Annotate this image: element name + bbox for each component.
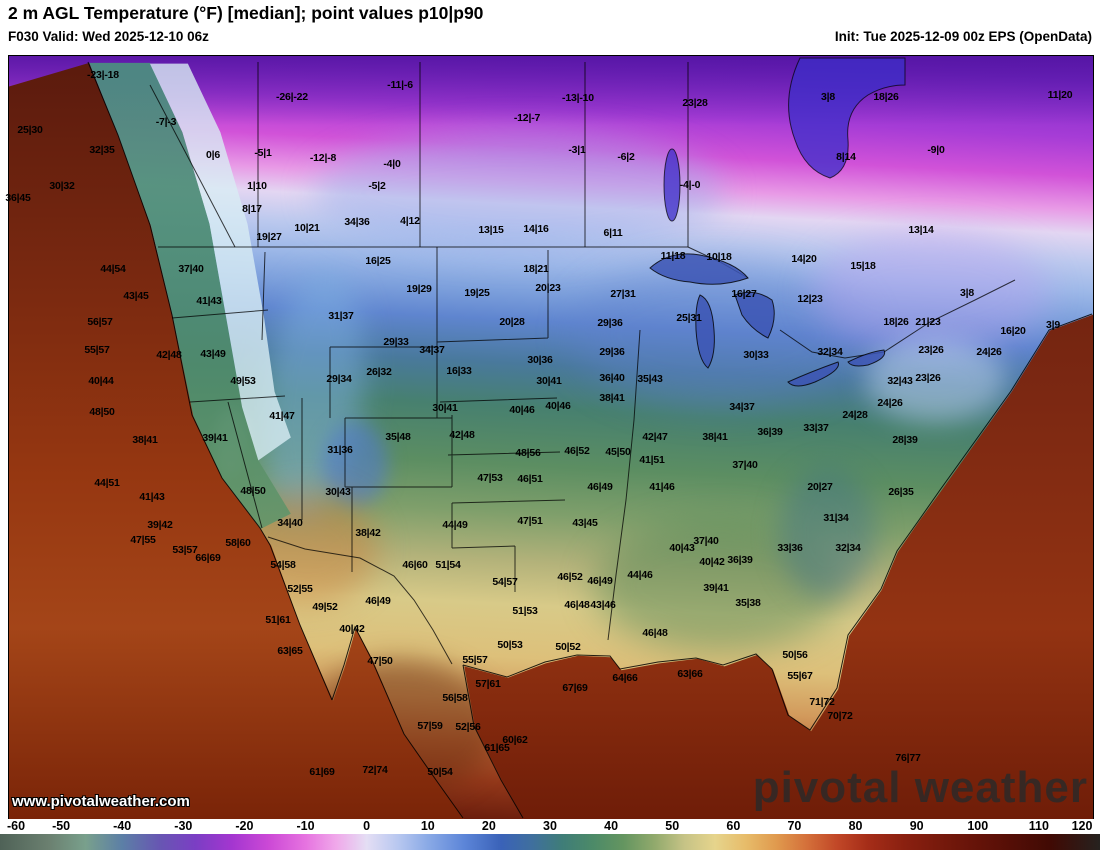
colorbar-tick: -10 bbox=[296, 819, 315, 833]
colorbar-tick: -40 bbox=[113, 819, 132, 833]
colorbar-tick: -50 bbox=[52, 819, 71, 833]
prairie-cold-region bbox=[312, 132, 725, 255]
colorbar-tick: 70 bbox=[787, 819, 802, 833]
watermark-url: www.pivotalweather.com bbox=[12, 793, 190, 810]
colorbar-tick: -20 bbox=[235, 819, 254, 833]
new-england-cool-region bbox=[865, 338, 1007, 423]
colorbar-tick: 120 bbox=[1071, 819, 1093, 833]
appalachians-cool-region bbox=[778, 468, 877, 598]
northeast-cold-region bbox=[811, 231, 1050, 354]
colorbar-tick: 20 bbox=[481, 819, 496, 833]
colorbar-tick: 50 bbox=[665, 819, 680, 833]
temperature-map bbox=[8, 55, 1094, 820]
colorbar-tick: 110 bbox=[1028, 819, 1049, 833]
valid-time-label: F030 Valid: Wed 2025-12-10 06z bbox=[8, 29, 209, 44]
page-title: 2 m AGL Temperature (°F) [median]; point… bbox=[8, 3, 484, 23]
init-time-label: Init: Tue 2025-12-09 00z EPS (OpenData) bbox=[834, 29, 1092, 44]
colorbar-ticks: -60 -50 -40 -30 -20 -10 0 10 20 30 40 50 60 70 80 90 100… bbox=[0, 819, 1100, 834]
colorbar-tick: 10 bbox=[420, 819, 435, 833]
colorbar-tick: 90 bbox=[909, 819, 924, 833]
colorbar-tick: 100 bbox=[967, 819, 989, 833]
watermark-brand: pivotal weather bbox=[752, 763, 1088, 812]
colorbar-tick: 40 bbox=[604, 819, 619, 833]
colorbar-tick: 80 bbox=[848, 819, 863, 833]
colorbar-tick: -60 bbox=[6, 819, 26, 833]
colorbar-tick: 0 bbox=[363, 819, 371, 833]
colorbar-tick: -30 bbox=[174, 819, 193, 833]
colorbar-strip bbox=[0, 834, 1100, 850]
colorbar-tick: 30 bbox=[543, 819, 557, 833]
colorbar-tick: 60 bbox=[726, 819, 741, 833]
